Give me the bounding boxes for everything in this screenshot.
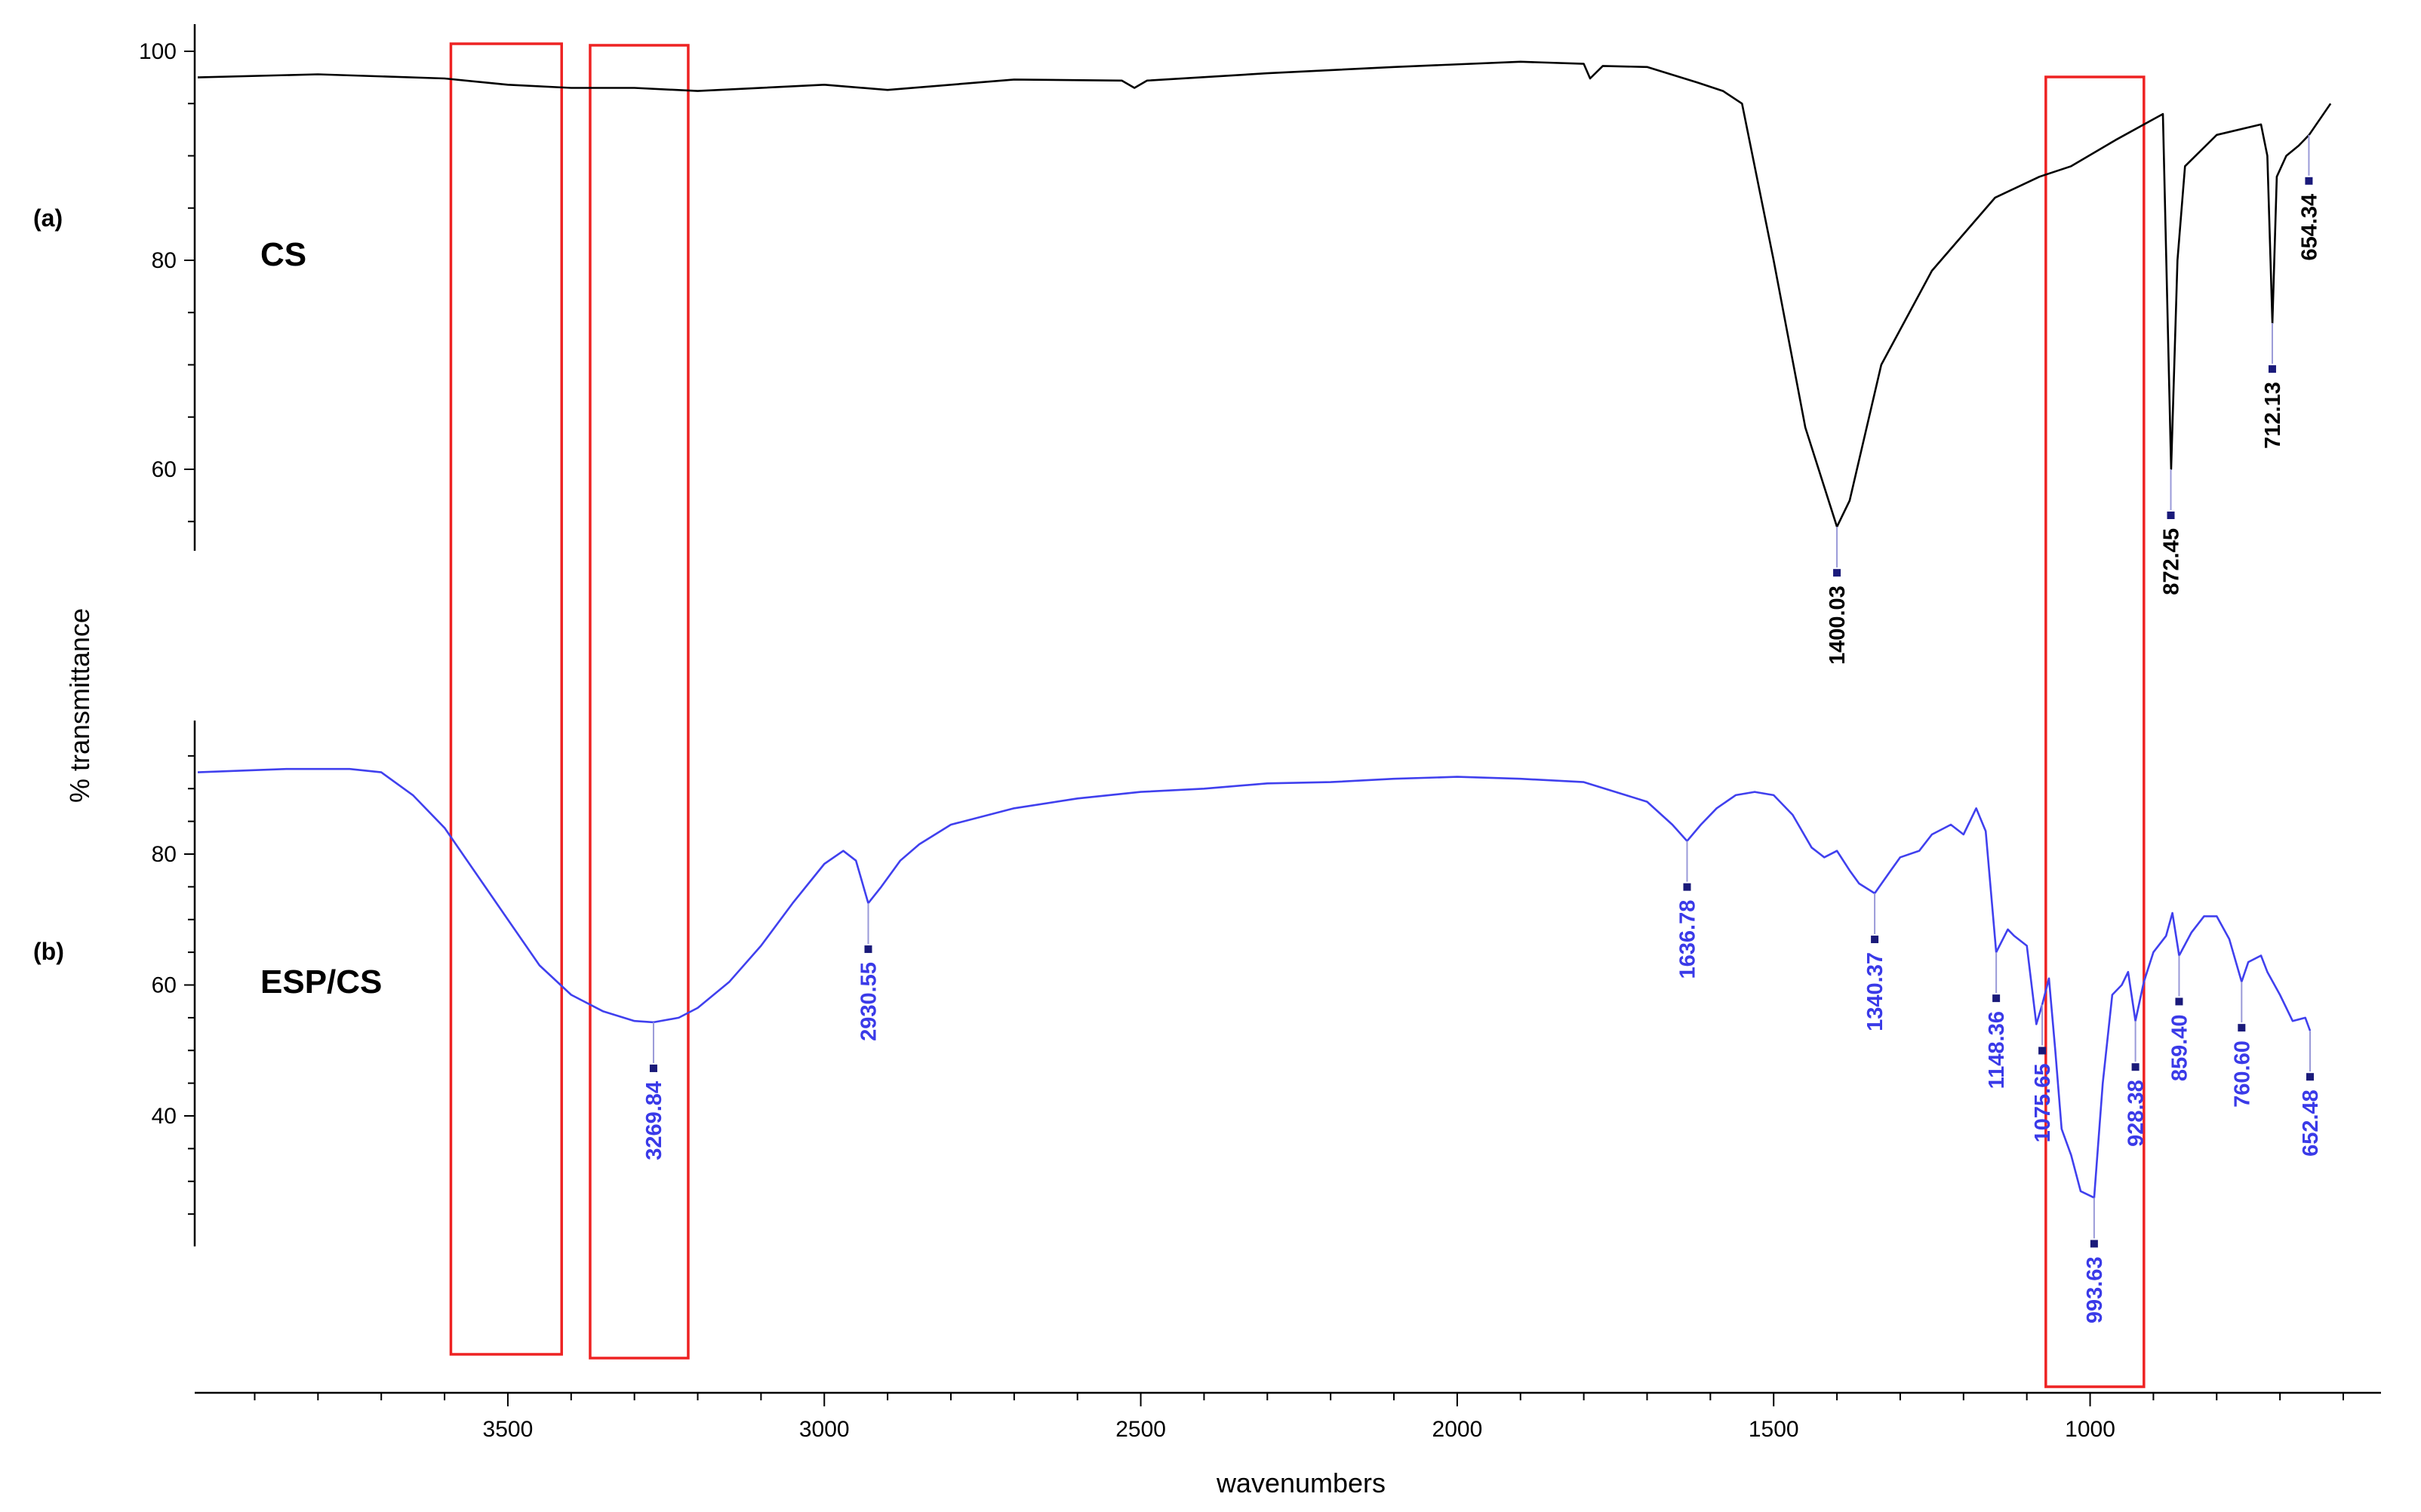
peak-marker (864, 945, 872, 954)
peak-marker (2238, 1024, 2246, 1032)
panel-b-esp-cs: 80 60 40 3269.84 2930.55 1636.78 1340.37 1148.… (33, 721, 2323, 1323)
highlight-region (2044, 75, 2146, 1388)
peak-label: 654.34 (2297, 134, 2321, 261)
peak-label: 3269.84 (642, 1022, 666, 1160)
peak-value-label: 993.63 (2083, 1256, 2107, 1323)
peak-label: 859.40 (2167, 955, 2192, 1081)
peak-label: 928.38 (2124, 1021, 2149, 1147)
peak-label: 2930.55 (857, 903, 881, 1041)
highlight-region (449, 42, 563, 1356)
peak-labels-panel-a: 1400.03 872.45 712.13 654.34 (1826, 134, 2321, 665)
y-tick-label: 40 (152, 1104, 177, 1129)
peak-marker (1992, 994, 2001, 1003)
x-ticks: 3500 3000 2500 2000 1500 1000 (254, 1393, 2344, 1442)
peak-value-label: 3269.84 (642, 1081, 666, 1160)
peak-marker (649, 1064, 657, 1072)
peak-value-label: 1340.37 (1863, 952, 1887, 1031)
panel-label-b: (b) (33, 938, 64, 965)
peak-label: 1636.78 (1676, 841, 1700, 979)
peak-label: 993.63 (2083, 1197, 2107, 1323)
y-tick-label: 60 (152, 973, 177, 998)
series-line-cs (197, 60, 2332, 528)
peak-value-label: 1400.03 (1826, 585, 1850, 665)
peak-value-label: 872.45 (2160, 528, 2184, 595)
panel-label-a: (a) (33, 204, 63, 232)
peak-label: 652.48 (2299, 1031, 2323, 1157)
peak-label: 1075.65 (2031, 1004, 2055, 1143)
panel-a-cs: 100 80 60 1400.03 872.45 712.13 654.34 (a) CS (33, 24, 2332, 665)
highlight-region (589, 44, 690, 1360)
y-ticks-panel-b: 80 60 40 (152, 754, 195, 1215)
highlight-regions (449, 42, 2146, 1388)
peak-label: 712.13 (2261, 323, 2285, 449)
series-line-esp-cs (197, 767, 2312, 1199)
y-tick-label: 60 (152, 457, 177, 482)
peak-value-label: 1148.36 (1985, 1011, 2009, 1089)
y-axis-title: % transmittance (64, 608, 95, 803)
peak-marker (2306, 1073, 2314, 1081)
x-tick-label: 1000 (2065, 1417, 2115, 1442)
x-tick-label: 3000 (799, 1417, 850, 1442)
peak-label: 1340.37 (1863, 893, 1887, 1031)
peak-label: 760.60 (2230, 982, 2254, 1108)
peak-label: 872.45 (2160, 469, 2184, 595)
peak-value-label: 652.48 (2299, 1089, 2323, 1157)
x-axis: 3500 3000 2500 2000 1500 1000 (195, 1391, 2381, 1442)
x-axis-title: wavenumbers (1216, 1467, 1386, 1498)
y-tick-label: 80 (152, 248, 177, 273)
y-tick-label: 100 (139, 39, 177, 64)
x-tick-label: 1500 (1749, 1417, 1799, 1442)
peak-marker (2167, 512, 2175, 519)
peak-marker (2038, 1046, 2047, 1055)
peak-value-label: 1075.65 (2031, 1064, 2055, 1143)
peak-marker (2131, 1063, 2140, 1071)
x-tick-label: 3500 (483, 1417, 534, 1442)
peak-marker (2090, 1240, 2098, 1248)
peak-marker (1871, 936, 1879, 944)
sample-label-cs: CS (260, 236, 306, 273)
peak-label: 1400.03 (1826, 527, 1850, 665)
peak-value-label: 859.40 (2167, 1014, 2192, 1081)
peak-value-label: 928.38 (2124, 1080, 2149, 1147)
y-ticks-panel-a: 100 80 60 (139, 39, 195, 523)
peak-marker (2305, 177, 2313, 185)
peak-label: 1148.36 (1985, 952, 2009, 1089)
peak-value-label: 2930.55 (857, 962, 881, 1041)
peak-value-label: 760.60 (2230, 1040, 2254, 1108)
peak-marker (2268, 365, 2276, 373)
peak-value-label: 1636.78 (1676, 900, 1700, 979)
peak-marker (1833, 569, 1841, 577)
peak-value-label: 712.13 (2261, 382, 2285, 449)
peak-labels-panel-b: 3269.84 2930.55 1636.78 1340.37 1148.36 1075.… (642, 841, 2323, 1323)
peak-value-label: 654.34 (2297, 194, 2321, 261)
peak-marker (2175, 997, 2183, 1006)
x-tick-label: 2000 (1432, 1417, 1483, 1442)
x-tick-label: 2500 (1115, 1417, 1166, 1442)
y-tick-label: 80 (152, 842, 177, 867)
peak-marker (1683, 883, 1691, 891)
sample-label-esp-cs: ESP/CS (260, 963, 382, 1000)
